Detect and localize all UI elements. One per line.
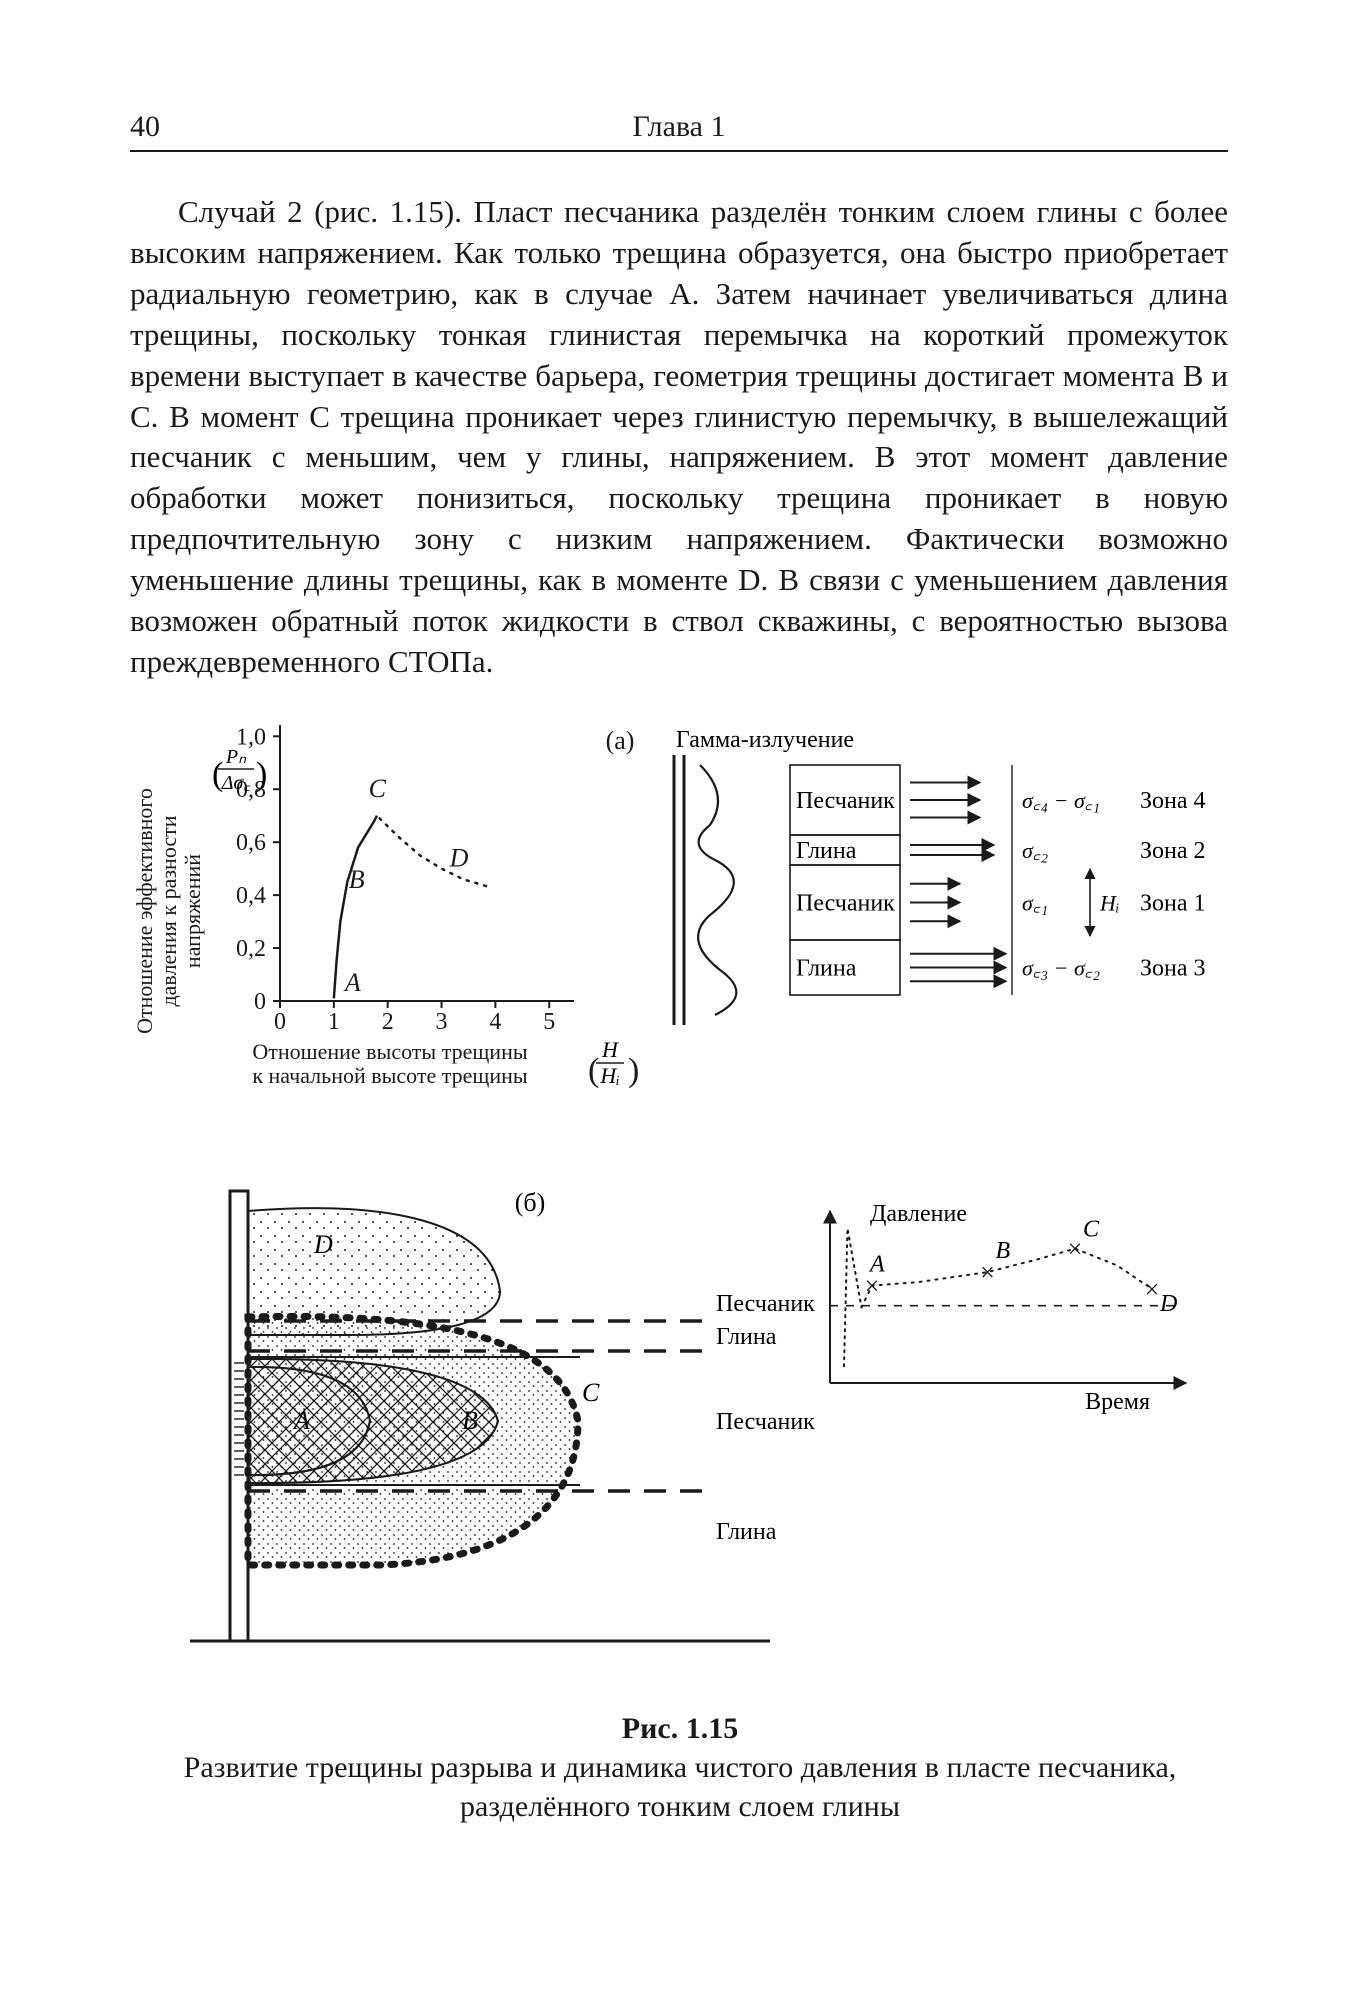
svg-text:C: C — [582, 1378, 600, 1407]
svg-text:Pₙ: Pₙ — [225, 746, 247, 768]
svg-text:Гамма-излучение: Гамма-излучение — [676, 727, 854, 753]
svg-text:Глина: Глина — [796, 955, 857, 981]
svg-text:): ) — [628, 1052, 639, 1089]
svg-text:C: C — [1083, 1216, 1100, 1242]
svg-text:0,4: 0,4 — [236, 883, 266, 909]
svg-text:B: B — [996, 1238, 1011, 1264]
gamma-diagram: Гамма-излучение Песчаник σ꜀₄ − σ꜀₁ Зона 4 Гл… — [674, 727, 1206, 1025]
svg-text:σ꜀₃ − σ꜀₂: σ꜀₃ − σ꜀₂ — [1022, 955, 1100, 980]
svg-text:Зона 4: Зона 4 — [1140, 788, 1206, 814]
svg-text:B: B — [462, 1406, 478, 1435]
running-head: 40 Глава 1 — [130, 110, 1228, 152]
svg-text:C: C — [369, 774, 387, 803]
figure-caption-text: Развитие трещины разрыва и динамика чист… — [184, 1751, 1177, 1823]
svg-text:Зона 1: Зона 1 — [1140, 890, 1206, 916]
svg-text:Песчаник: Песчаник — [796, 890, 895, 916]
chapter-title: Глава 1 — [250, 110, 1108, 144]
svg-text:A: A — [343, 968, 361, 997]
svg-text:Песчаник: Песчаник — [716, 1409, 815, 1435]
page: 40 Глава 1 Случай 2 (рис. 1.15). Пласт п… — [0, 0, 1358, 2000]
panel-a-chart: 01234500,20,40,60,81,0ABCD(а)Отношение в… — [212, 724, 639, 1089]
svg-text:A: A — [868, 1251, 885, 1277]
figure-1-15: 01234500,20,40,60,81,0ABCD(а)Отношение в… — [130, 711, 1230, 1826]
svg-text:H: H — [601, 1037, 619, 1062]
svg-text:Давление: Давление — [870, 1201, 967, 1227]
svg-text:σ꜀₁: σ꜀₁ — [1022, 890, 1048, 915]
svg-text:×: × — [1145, 1275, 1160, 1304]
svg-text:D: D — [1159, 1291, 1177, 1317]
figure-caption: Рис. 1.15 Развитие трещины разрыва и дин… — [130, 1709, 1230, 1826]
svg-text:×: × — [1068, 1234, 1083, 1263]
svg-text:Время: Время — [1085, 1389, 1150, 1415]
svg-text:Глина: Глина — [716, 1324, 777, 1350]
svg-text:(б): (б) — [515, 1188, 546, 1217]
svg-text:Глина: Глина — [796, 838, 857, 864]
panel-a-ylabel: Отношение эффективногодавления к разност… — [132, 788, 205, 1034]
svg-text:A: A — [292, 1406, 310, 1435]
svg-text:Hᵢ: Hᵢ — [1099, 890, 1119, 915]
svg-text:4: 4 — [489, 1009, 501, 1035]
body-paragraph: Случай 2 (рис. 1.15). Пласт песчаника ра… — [130, 192, 1228, 683]
svg-text:1: 1 — [328, 1009, 340, 1035]
svg-text:): ) — [256, 756, 267, 793]
svg-text:Hᵢ: Hᵢ — [599, 1063, 619, 1088]
pressure-time-chart: ДавлениеВремя×A×B×C×D — [830, 1201, 1186, 1415]
svg-text:B: B — [349, 865, 365, 894]
svg-text:Отношение эффективногодавления: Отношение эффективногодавления к разност… — [132, 788, 205, 1034]
svg-text:0: 0 — [254, 989, 266, 1015]
svg-text:Песчаник: Песчаник — [716, 1291, 815, 1317]
figure-label: Рис. 1.15 — [130, 1709, 1230, 1748]
svg-text:D: D — [313, 1230, 333, 1259]
svg-text:2: 2 — [382, 1009, 394, 1035]
figure-svg: 01234500,20,40,60,81,0ABCD(а)Отношение в… — [130, 711, 1230, 1691]
svg-text:(: ( — [588, 1052, 599, 1089]
svg-text:3: 3 — [436, 1009, 448, 1035]
svg-text:0: 0 — [274, 1009, 286, 1035]
svg-text:Песчаник: Песчаник — [796, 788, 895, 814]
svg-text:(а): (а) — [606, 726, 635, 755]
svg-text:D: D — [449, 844, 469, 873]
svg-text:×: × — [980, 1258, 995, 1287]
svg-text:0,2: 0,2 — [236, 936, 266, 962]
svg-text:5: 5 — [543, 1009, 555, 1035]
panel-b-geometry: (б) A B C D Песчаник Глина Песчаник Глина — [190, 1188, 815, 1641]
page-number: 40 — [130, 110, 250, 144]
svg-text:Отношение высоты трещинык нача: Отношение высоты трещинык начальной высо… — [252, 1039, 528, 1088]
svg-text:Δσ꜀: Δσ꜀ — [221, 772, 251, 794]
svg-text:Глина: Глина — [716, 1519, 777, 1545]
svg-text:σ꜀₄ − σ꜀₁: σ꜀₄ − σ꜀₁ — [1022, 788, 1100, 813]
svg-text:Зона 3: Зона 3 — [1140, 955, 1206, 981]
svg-text:0,6: 0,6 — [236, 830, 266, 856]
svg-text:Зона 2: Зона 2 — [1140, 838, 1206, 864]
svg-text:σ꜀₂: σ꜀₂ — [1022, 838, 1048, 863]
